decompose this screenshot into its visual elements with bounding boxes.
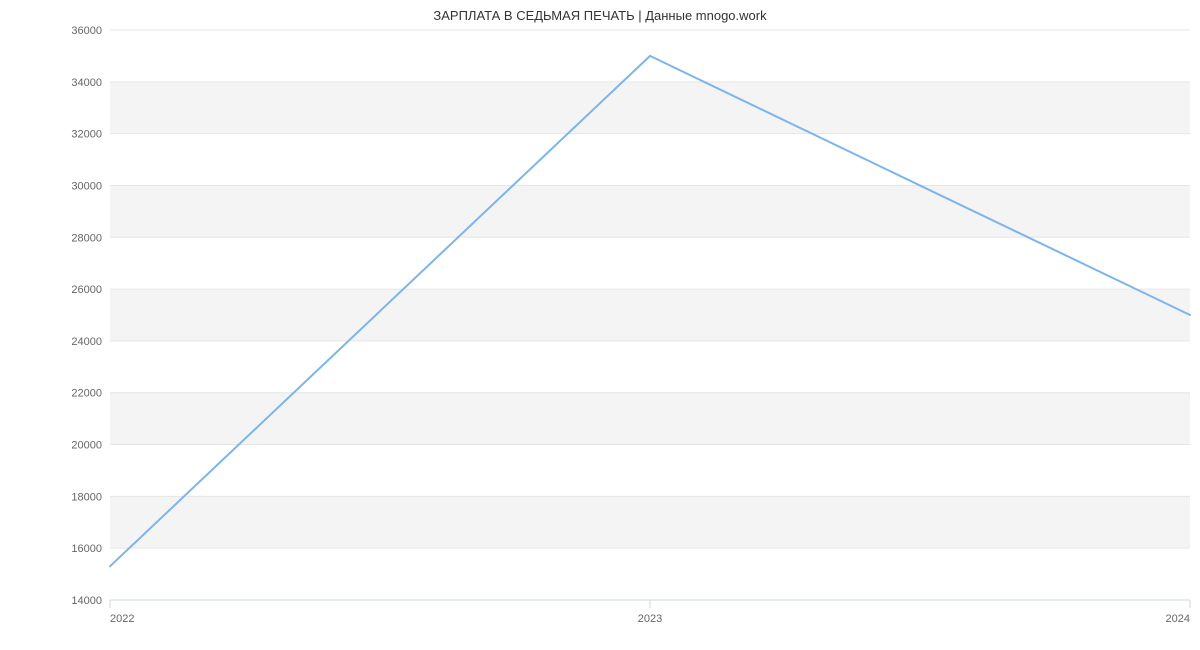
plot-band [110, 496, 1190, 548]
y-tick-label: 34000 [71, 77, 102, 89]
plot-band [110, 548, 1190, 600]
y-tick-label: 16000 [71, 543, 102, 555]
y-tick-label: 14000 [71, 595, 102, 607]
y-tick-label: 20000 [71, 440, 102, 452]
chart-container: ЗАРПЛАТА В СЕДЬМАЯ ПЕЧАТЬ | Данные mnogo… [0, 0, 1200, 650]
y-tick-label: 32000 [71, 129, 102, 141]
x-tick-label: 2024 [1166, 613, 1190, 625]
y-tick-label: 26000 [71, 284, 102, 296]
y-tick-label: 30000 [71, 180, 102, 192]
plot-band [110, 341, 1190, 393]
plot-band [110, 445, 1190, 497]
plot-band [110, 82, 1190, 134]
plot-band [110, 237, 1190, 289]
plot-band [110, 289, 1190, 341]
plot-band [110, 185, 1190, 237]
plot-band [110, 134, 1190, 186]
x-tick-label: 2023 [638, 613, 662, 625]
y-tick-label: 28000 [71, 232, 102, 244]
y-tick-label: 22000 [71, 388, 102, 400]
line-chart: 14000 16000 18000 20000 22000 24000 26000 28000… [0, 0, 1200, 650]
y-tick-label: 36000 [71, 25, 102, 37]
y-tick-label: 18000 [71, 491, 102, 503]
plot-band [110, 393, 1190, 445]
x-tick-label: 2022 [110, 613, 134, 625]
y-tick-label: 24000 [71, 336, 102, 348]
